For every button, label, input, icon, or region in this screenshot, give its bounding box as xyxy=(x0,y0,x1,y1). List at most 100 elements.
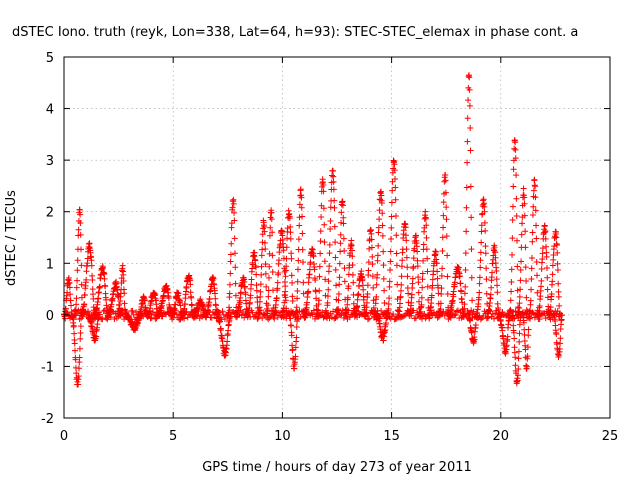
data-point xyxy=(392,184,399,191)
data-point xyxy=(103,302,110,309)
data-point xyxy=(182,309,189,316)
data-point xyxy=(426,315,433,322)
data-point xyxy=(418,301,425,308)
data-point xyxy=(81,291,88,298)
data-point xyxy=(517,286,524,293)
data-point xyxy=(91,316,98,323)
data-point xyxy=(516,293,523,300)
data-point xyxy=(391,167,398,174)
data-point xyxy=(330,186,337,193)
data-point xyxy=(376,207,383,214)
data-point xyxy=(231,209,238,216)
data-point xyxy=(368,244,375,251)
data-point xyxy=(423,222,430,229)
data-point xyxy=(504,311,511,318)
data-point xyxy=(77,219,84,226)
data-point xyxy=(464,138,471,145)
data-point xyxy=(166,309,173,316)
data-point xyxy=(533,272,540,279)
data-point xyxy=(464,159,471,166)
data-point xyxy=(229,204,236,211)
data-point xyxy=(210,275,217,282)
data-point xyxy=(493,268,500,275)
data-point xyxy=(414,257,421,264)
data-point xyxy=(197,296,204,303)
data-point xyxy=(511,335,518,342)
data-point xyxy=(533,222,540,229)
data-point xyxy=(122,307,129,314)
data-point xyxy=(515,348,522,355)
data-point xyxy=(288,272,295,279)
data-point xyxy=(481,208,488,215)
data-point xyxy=(522,264,529,271)
data-point xyxy=(463,184,470,191)
data-point xyxy=(274,279,281,286)
data-point xyxy=(440,224,447,231)
data-point xyxy=(232,264,239,271)
data-point xyxy=(414,263,421,270)
data-point xyxy=(336,281,343,288)
data-point xyxy=(177,302,184,309)
data-point xyxy=(528,265,535,272)
data-point xyxy=(89,276,96,283)
data-point xyxy=(364,291,371,298)
data-point xyxy=(415,274,422,281)
data-point xyxy=(331,223,338,230)
data-point xyxy=(531,314,538,321)
data-point xyxy=(299,259,306,266)
data-point xyxy=(327,204,334,211)
data-point xyxy=(350,279,357,286)
data-point xyxy=(397,293,404,300)
data-point xyxy=(451,312,458,319)
data-point xyxy=(289,279,296,286)
data-point xyxy=(349,271,356,278)
data-point xyxy=(253,282,260,289)
data-point xyxy=(269,252,276,259)
data-point xyxy=(520,319,527,326)
x-ticks: 0 5 10 15 20 25 xyxy=(60,57,618,444)
data-point xyxy=(550,252,557,259)
data-point xyxy=(152,315,159,322)
data-point xyxy=(442,177,449,184)
data-point xyxy=(374,252,381,259)
data-point xyxy=(538,283,545,290)
data-point xyxy=(392,196,399,203)
data-point xyxy=(558,312,565,319)
data-point xyxy=(442,189,449,196)
data-point xyxy=(522,244,529,251)
data-point xyxy=(338,311,345,318)
data-point xyxy=(289,297,296,304)
data-point xyxy=(412,232,419,239)
data-point xyxy=(509,203,516,210)
data-point xyxy=(330,173,337,180)
data-point xyxy=(450,293,457,300)
data-point xyxy=(294,295,301,302)
x-tick-label: 10 xyxy=(274,429,291,444)
data-point xyxy=(256,304,263,311)
data-point xyxy=(478,228,485,235)
data-point xyxy=(521,194,528,201)
data-point xyxy=(293,304,300,311)
data-point xyxy=(325,286,332,293)
y-tick-label: -2 xyxy=(41,412,54,427)
data-point xyxy=(477,264,484,271)
data-point xyxy=(188,302,195,309)
data-point xyxy=(227,270,234,277)
data-point xyxy=(232,280,239,287)
data-point xyxy=(294,316,301,323)
data-point xyxy=(511,344,518,351)
data-point xyxy=(333,282,340,289)
data-point xyxy=(85,308,92,315)
data-point xyxy=(294,278,301,285)
data-point xyxy=(380,248,387,255)
data-point xyxy=(422,215,429,222)
data-point xyxy=(419,270,426,277)
data-point xyxy=(420,257,427,264)
data-point xyxy=(499,327,506,334)
data-point xyxy=(523,277,530,284)
data-point xyxy=(381,287,388,294)
data-point xyxy=(249,261,256,268)
data-point xyxy=(183,284,190,291)
data-point xyxy=(265,293,272,300)
data-point xyxy=(554,249,561,256)
